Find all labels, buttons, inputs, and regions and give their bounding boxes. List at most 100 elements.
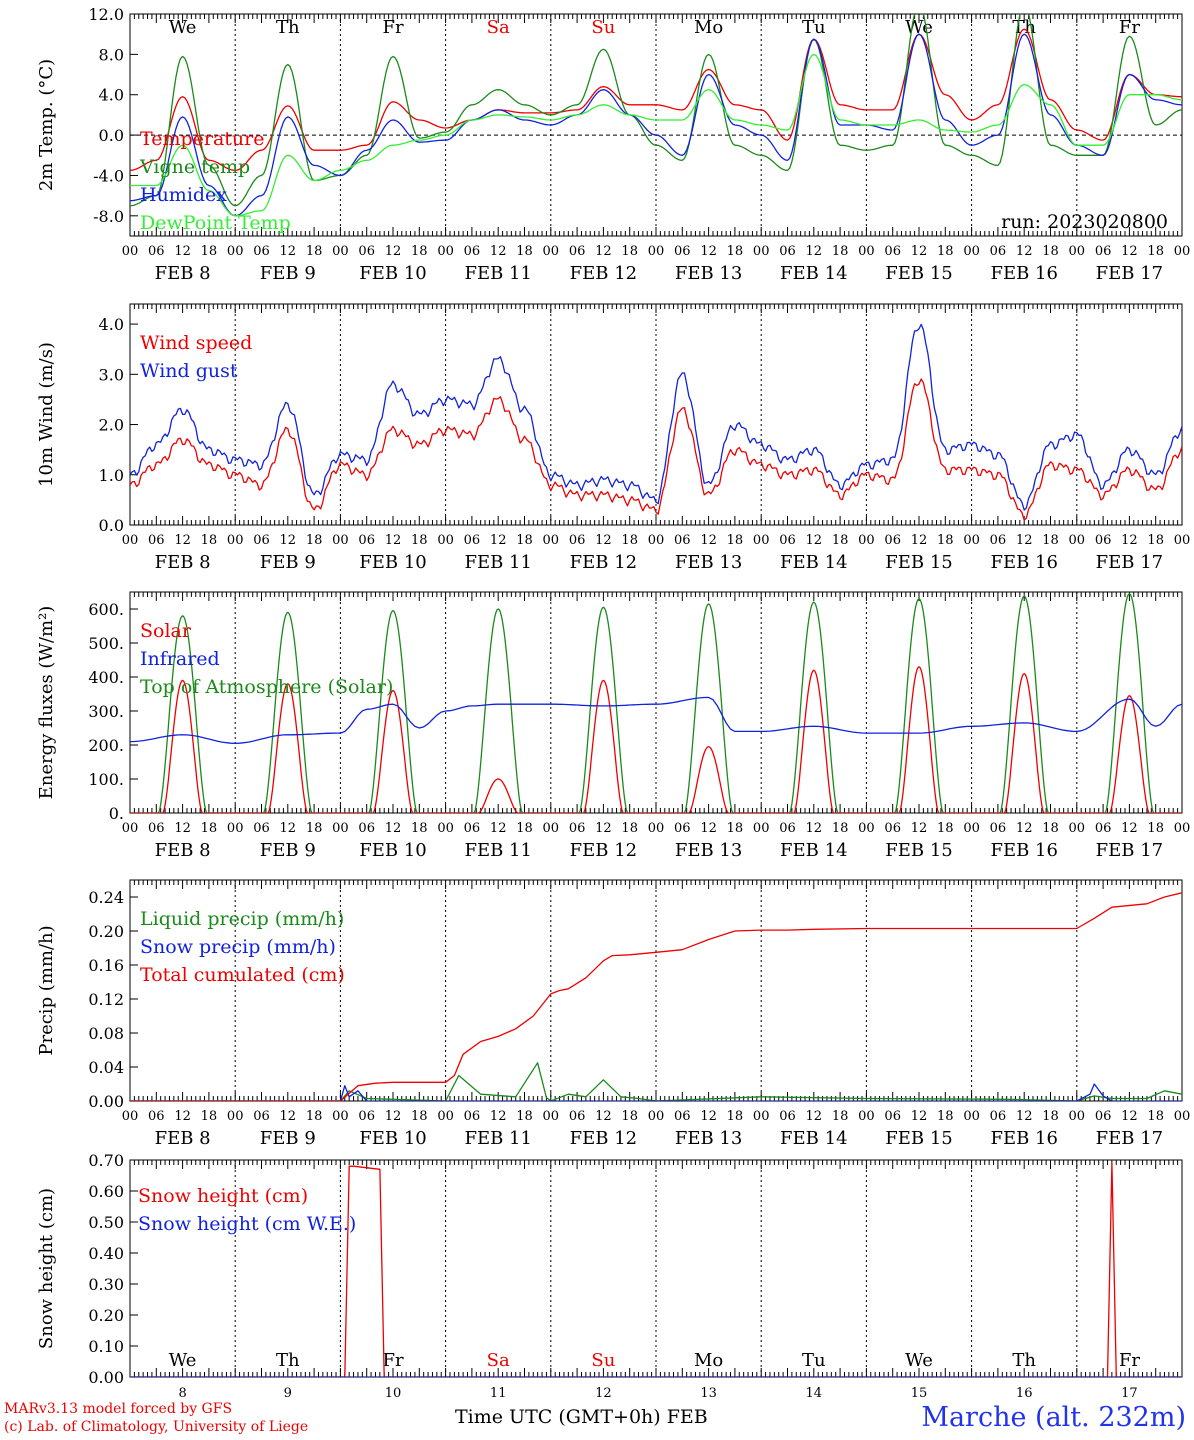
- hour-tick-label: 06: [148, 1109, 165, 1124]
- y-axis-label: 2m Temp. (°C): [36, 59, 57, 191]
- hour-tick-label: 12: [806, 821, 823, 836]
- y-tick-label: 0.04: [88, 1058, 124, 1077]
- hour-tick-label: 00: [1174, 244, 1191, 259]
- hour-tick-label: 06: [464, 533, 481, 548]
- hour-tick-label: 00: [1069, 1109, 1086, 1124]
- day-name-label: Fr: [1119, 1350, 1140, 1371]
- date-label: FEB 9: [260, 552, 316, 573]
- day-name-label: Mo: [694, 1350, 723, 1371]
- hour-tick-label: 12: [385, 821, 402, 836]
- legend-entry: Snow height (cm W.E.): [138, 1213, 356, 1235]
- date-label: FEB 14: [780, 552, 847, 573]
- y-tick-label: 0.24: [88, 888, 124, 907]
- date-label: FEB 8: [155, 552, 211, 573]
- day-name-label: Su: [591, 1350, 615, 1371]
- hour-tick-label: 12: [700, 244, 717, 259]
- hour-tick-label: 12: [911, 821, 928, 836]
- hour-tick-label: 00: [648, 244, 665, 259]
- hour-tick-label: 06: [990, 1109, 1007, 1124]
- day-name-label: Th: [276, 17, 300, 38]
- hour-tick-label: 00: [1069, 244, 1086, 259]
- legend-entry: Wind speed: [140, 332, 252, 354]
- hour-tick-label: 18: [727, 244, 744, 259]
- y-tick-label: 3.0: [99, 365, 124, 384]
- date-label: FEB 16: [990, 1128, 1057, 1149]
- hour-tick-label: 00: [227, 821, 244, 836]
- hour-tick-label: 18: [411, 533, 428, 548]
- hour-tick-label: 18: [727, 821, 744, 836]
- date-label: FEB 12: [570, 840, 637, 861]
- hour-tick-label: 18: [621, 1109, 638, 1124]
- hour-tick-label: 18: [201, 533, 218, 548]
- y-tick-label: 12.0: [88, 5, 124, 24]
- hour-tick-label: 12: [1121, 1109, 1138, 1124]
- hour-tick-label: 18: [516, 533, 533, 548]
- hour-tick-label: 06: [779, 533, 796, 548]
- panel-3: 600. 500. 400. 300. 200. 100. 0. Energy fluxes …: [36, 591, 1190, 861]
- hour-tick-label: 00: [648, 1109, 665, 1124]
- y-axis-label: Precip (mm/h): [36, 925, 57, 1055]
- legend-entry: Humidex: [140, 184, 227, 206]
- date-label: FEB 10: [359, 263, 426, 284]
- hour-tick-label: 12: [174, 821, 191, 836]
- date-label: FEB 10: [359, 840, 426, 861]
- hour-tick-label: 00: [437, 1109, 454, 1124]
- day-name-label: We: [169, 1350, 197, 1371]
- hour-tick-label: 18: [727, 533, 744, 548]
- hour-tick-label: 12: [385, 533, 402, 548]
- hour-tick-label: 18: [516, 1109, 533, 1124]
- hour-tick-label: 12: [595, 1109, 612, 1124]
- hour-tick-label: 00: [122, 244, 139, 259]
- hour-tick-label: 18: [411, 821, 428, 836]
- hour-tick-label: 18: [621, 533, 638, 548]
- hour-tick-label: 18: [411, 1109, 428, 1124]
- day-number-label: 11: [490, 1386, 507, 1401]
- hour-tick-label: 12: [806, 244, 823, 259]
- hour-tick-label: 12: [595, 244, 612, 259]
- day-name-label: Th: [276, 1350, 300, 1371]
- hour-tick-label: 00: [122, 821, 139, 836]
- date-label: FEB 12: [570, 263, 637, 284]
- date-label: FEB 8: [155, 263, 211, 284]
- hour-tick-label: 06: [1095, 821, 1112, 836]
- date-label: FEB 9: [260, 1128, 316, 1149]
- series-group: [130, 14, 1182, 217]
- hour-tick-label: 06: [464, 821, 481, 836]
- hour-tick-label: 06: [358, 821, 375, 836]
- hour-tick-label: 00: [753, 533, 770, 548]
- hour-tick-label: 12: [595, 821, 612, 836]
- date-label: FEB 15: [885, 840, 952, 861]
- legend-entry: Top of Atmosphere (Solar): [140, 676, 393, 698]
- hour-tick-label: 12: [806, 533, 823, 548]
- hour-tick-label: 12: [280, 533, 297, 548]
- hour-tick-label: 06: [569, 1109, 586, 1124]
- hour-tick-label: 12: [490, 1109, 507, 1124]
- legend-entry: Vigne temp: [139, 156, 250, 178]
- hour-tick-label: 06: [569, 533, 586, 548]
- y-axis-label: 10m Wind (m/s): [36, 342, 57, 487]
- hour-tick-label: 00: [858, 244, 875, 259]
- hour-tick-label: 00: [437, 533, 454, 548]
- hour-tick-label: 18: [516, 821, 533, 836]
- date-label: FEB 15: [885, 263, 952, 284]
- date-label: FEB 16: [990, 552, 1057, 573]
- hour-tick-label: 00: [963, 533, 980, 548]
- hour-tick-label: 18: [621, 821, 638, 836]
- hour-tick-label: 06: [990, 244, 1007, 259]
- y-tick-label: 500.: [88, 634, 124, 653]
- hour-tick-label: 18: [1147, 533, 1164, 548]
- hour-tick-label: 18: [832, 1109, 849, 1124]
- series-infrared: [130, 696, 1182, 744]
- hour-tick-label: 00: [227, 533, 244, 548]
- legend-entry: DewPoint Temp: [140, 212, 291, 234]
- hour-tick-label: 18: [201, 244, 218, 259]
- hour-tick-label: 06: [569, 821, 586, 836]
- y-tick-label: 0.10: [88, 1337, 124, 1356]
- hour-tick-label: 12: [280, 1109, 297, 1124]
- panel-4: 0.24 0.20 0.16 0.12 0.08 0.04 0.00 Precip (mm/h…: [36, 879, 1190, 1149]
- date-label: FEB 13: [675, 263, 742, 284]
- y-axis-label: Snow height (cm): [36, 1188, 57, 1349]
- hour-tick-label: 00: [332, 1109, 349, 1124]
- hour-tick-label: 00: [227, 244, 244, 259]
